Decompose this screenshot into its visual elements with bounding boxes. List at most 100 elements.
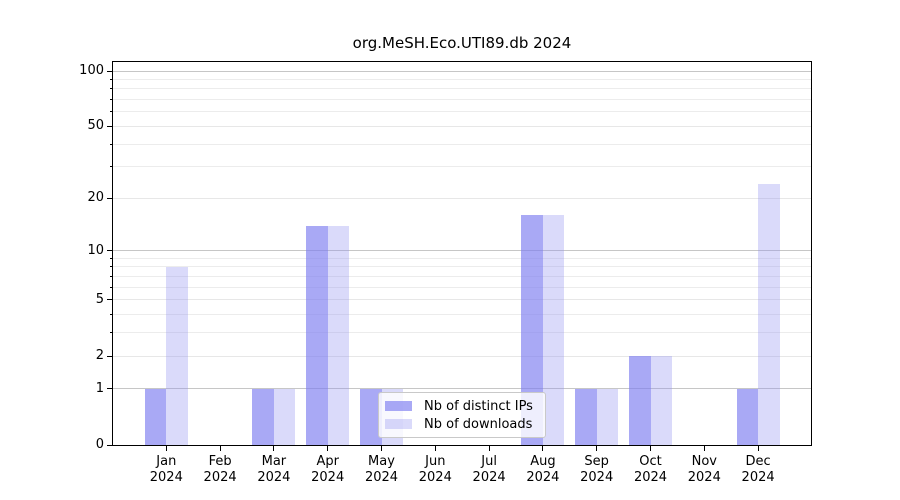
bar-distinct-ips-aug	[521, 215, 543, 445]
bar-downloads-apr	[327, 225, 350, 445]
x-axis-label-jan: Jan 2024	[134, 454, 198, 486]
chart-title: org.MeSH.Eco.UTI89.db 2024	[352, 34, 572, 52]
y-axis-tick-1	[107, 388, 113, 390]
legend-item-downloads: Nb of downloads	[385, 416, 537, 432]
x-axis-tick-jul	[488, 446, 490, 451]
x-axis-label-line: Sep	[584, 454, 609, 469]
gridline-y-60	[113, 111, 811, 113]
gridline-y-10	[113, 250, 811, 252]
x-axis-label-line: Oct	[639, 454, 662, 469]
legend-swatch-distinct-ips	[385, 401, 412, 411]
y-axis-label-1: 1	[95, 380, 104, 396]
gridline-y-5	[113, 299, 811, 301]
y-axis-minortick-3	[110, 332, 113, 334]
y-axis-minortick-30	[110, 166, 113, 168]
x-axis-label-line: 2024	[418, 470, 452, 485]
gridline-y-40	[113, 143, 811, 145]
bar-downloads-dec	[758, 184, 780, 445]
y-axis-label-20: 20	[87, 190, 104, 206]
y-axis-tick-2	[107, 355, 113, 357]
gridline-y-4	[113, 314, 811, 316]
y-axis-tick-5	[107, 299, 113, 301]
gridline-y-3	[113, 332, 811, 334]
x-axis-label-line: 2024	[364, 470, 399, 485]
gridline-y-8	[113, 266, 811, 268]
x-axis-label-aug: Aug 2024	[511, 454, 575, 486]
gridline-y-9	[113, 257, 811, 259]
x-axis-label-line: Feb	[208, 454, 232, 469]
legend-label-distinct-ips: Nb of distinct IPs	[424, 398, 533, 414]
bar-downloads-aug	[542, 215, 565, 445]
gridline-y-50	[113, 125, 811, 127]
x-axis-label-feb: Feb 2024	[188, 454, 252, 486]
plot-area	[112, 61, 812, 446]
y-axis-minortick-60	[110, 111, 113, 113]
y-axis-tick-0	[107, 444, 113, 446]
gridline-y-90	[113, 78, 811, 80]
x-axis-tick-jan	[165, 446, 167, 451]
x-axis-label-line: 2024	[311, 470, 345, 485]
y-axis-minortick-90	[110, 78, 113, 80]
bar-downloads-sep	[596, 388, 619, 445]
y-axis-minortick-7	[110, 276, 113, 277]
bar-distinct-ips-oct	[629, 356, 651, 445]
gridline-y-20	[113, 197, 811, 199]
legend-item-distinct-ips: Nb of distinct IPs	[385, 398, 537, 414]
x-axis-label-line: 2024	[203, 470, 237, 485]
gridline-y-1	[113, 388, 811, 390]
bar-distinct-ips-dec	[736, 388, 759, 445]
x-axis-label-sep: Sep 2024	[565, 454, 629, 486]
gridline-y-80	[113, 88, 811, 90]
x-axis-label-nov: Nov 2024	[672, 454, 736, 486]
y-axis-tick-50	[107, 125, 113, 127]
x-axis-label-mar: Mar 2024	[242, 454, 306, 486]
y-axis-label-50: 50	[87, 118, 104, 134]
gridline-y-2	[113, 355, 811, 357]
bar-distinct-ips-sep	[575, 388, 597, 445]
bar-distinct-ips-jan	[144, 388, 167, 445]
y-axis-tick-10	[107, 250, 113, 252]
y-axis-minortick-8	[110, 266, 113, 268]
x-axis-label-line: Nov	[691, 454, 717, 469]
y-axis-label-100: 100	[79, 63, 104, 78]
bar-downloads-jan	[166, 266, 188, 445]
x-axis-tick-may	[381, 446, 382, 451]
gridline-y-100	[113, 70, 811, 72]
y-axis-label-10: 10	[87, 242, 104, 258]
bar-distinct-ips-mar	[252, 388, 274, 445]
x-axis-label-line: Jan	[156, 454, 177, 469]
y-axis-minortick-70	[110, 99, 113, 101]
y-axis-tick-100	[107, 70, 113, 72]
gridline-y-30	[113, 166, 811, 168]
y-axis-minortick-4	[110, 314, 113, 316]
x-axis-label-line: May	[368, 454, 395, 469]
gridline-y-6	[113, 286, 811, 288]
y-axis-minortick-9	[110, 257, 113, 259]
bar-distinct-ips-may	[360, 388, 382, 445]
gridline-y-7	[113, 276, 811, 277]
y-axis-label-5: 5	[95, 291, 104, 307]
x-axis-label-line: Dec	[745, 454, 771, 469]
y-axis-label-2: 2	[95, 348, 104, 363]
legend-swatch-downloads	[385, 419, 412, 429]
x-axis-label-line: 2024	[526, 470, 560, 485]
x-axis-label-oct: Oct 2024	[619, 454, 683, 486]
x-axis-label-line: 2024	[580, 470, 614, 485]
x-axis-label-line: Aug	[530, 454, 556, 469]
bar-downloads-mar	[273, 388, 296, 445]
x-axis-tick-sep	[596, 446, 598, 451]
y-axis-label-0: 0	[95, 437, 104, 452]
x-axis-label-line: 2024	[633, 470, 668, 485]
y-axis-minortick-6	[110, 286, 113, 288]
x-axis-tick-apr	[327, 446, 329, 451]
x-axis-label-line: 2024	[741, 470, 775, 485]
x-axis-label-may: May 2024	[350, 454, 414, 486]
bar-distinct-ips-apr	[306, 225, 328, 445]
x-axis-label-line: Jun	[425, 454, 446, 469]
y-axis-minortick-40	[110, 143, 113, 145]
x-axis-label-apr: Apr 2024	[296, 454, 360, 486]
x-axis-label-jun: Jun 2024	[403, 454, 467, 486]
bar-downloads-oct	[650, 356, 672, 445]
x-axis-label-jul: Jul 2024	[457, 454, 521, 486]
